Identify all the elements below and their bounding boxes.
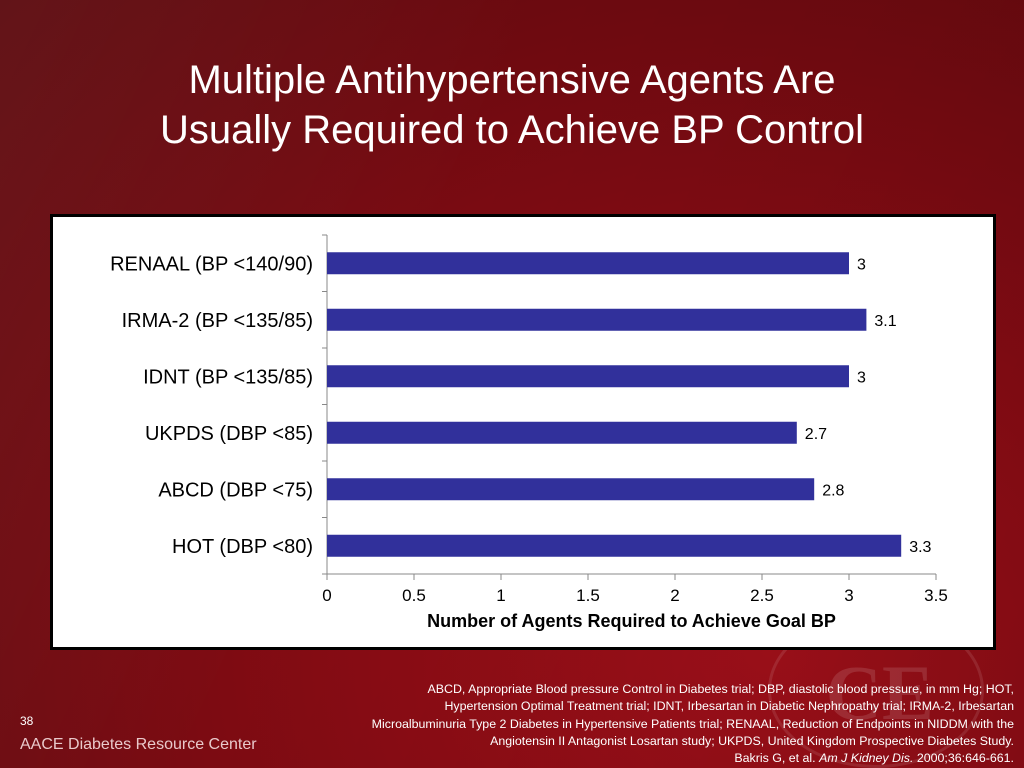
bar: [327, 534, 902, 557]
category-label: UKPDS (DBP <85): [145, 423, 313, 445]
slide-number: 38: [20, 714, 34, 728]
x-tick-label: 0: [322, 586, 331, 605]
slide-title: Multiple Antihypertensive Agents Are Usu…: [0, 55, 1024, 155]
category-label: ABCD (DBP <75): [158, 479, 313, 501]
x-tick-label: 3.5: [924, 586, 948, 605]
data-label: 3.1: [874, 313, 896, 330]
watermark-text: CE: [825, 649, 934, 736]
footnote-line: Angiotensin II Antagonist Losartan study…: [490, 733, 1014, 748]
title-line: Usually Required to Achieve BP Control: [159, 108, 865, 152]
x-tick-label: 3: [844, 586, 853, 605]
citation-details: 2000;36:646-661.: [913, 751, 1014, 766]
data-label: 3: [857, 256, 866, 273]
x-tick-label: 2: [670, 586, 679, 605]
title-line: Multiple Antihypertensive Agents Are: [188, 58, 836, 102]
footnote-line: Microalbuminuria Type 2 Diabetes in Hype…: [371, 716, 1014, 731]
x-tick-label: 0.5: [402, 586, 426, 605]
bar: [327, 365, 849, 388]
footnote: ABCD, Appropriate Blood pressure Control…: [294, 681, 1014, 767]
category-label: IDNT (BP <135/85): [143, 366, 313, 388]
category-label: RENAAL (BP <140/90): [110, 253, 313, 275]
data-label: 2.8: [822, 482, 844, 499]
data-label: 3: [857, 369, 866, 386]
bar: [327, 252, 849, 275]
bar: [327, 421, 797, 444]
citation: Bakris G, et al. Am J Kidney Dis. 2000;3…: [294, 750, 1014, 767]
bar-chart: RENAAL (BP <140/90) 3 IRMA-2 (BP <135/85) 3…: [110, 234, 948, 631]
category-label: HOT (DBP <80): [172, 536, 313, 558]
footnote-line: ABCD, Appropriate Blood pressure Control…: [427, 682, 1014, 696]
footer-brand: AACE Diabetes Resource Center: [20, 736, 257, 753]
data-label: 3.3: [909, 539, 931, 556]
bar: [327, 308, 867, 331]
x-tick-label: 2.5: [750, 586, 774, 605]
x-tick-label: 1.5: [576, 586, 600, 605]
citation-authors: Bakris G, et al.: [734, 751, 820, 766]
citation-journal: Am J Kidney Dis.: [819, 751, 914, 766]
chart-panel: RENAAL (BP <140/90) 3 IRMA-2 (BP <135/85) 3…: [50, 214, 996, 650]
x-tick-label: 1: [496, 586, 505, 605]
category-label: IRMA-2 (BP <135/85): [122, 310, 313, 332]
bar: [327, 478, 815, 501]
data-label: 2.7: [805, 426, 827, 443]
x-axis-title: Number of Agents Required to Achieve Goa…: [427, 611, 836, 631]
footnote-line: Hypertension Optimal Treatment trial; ID…: [444, 699, 1014, 714]
